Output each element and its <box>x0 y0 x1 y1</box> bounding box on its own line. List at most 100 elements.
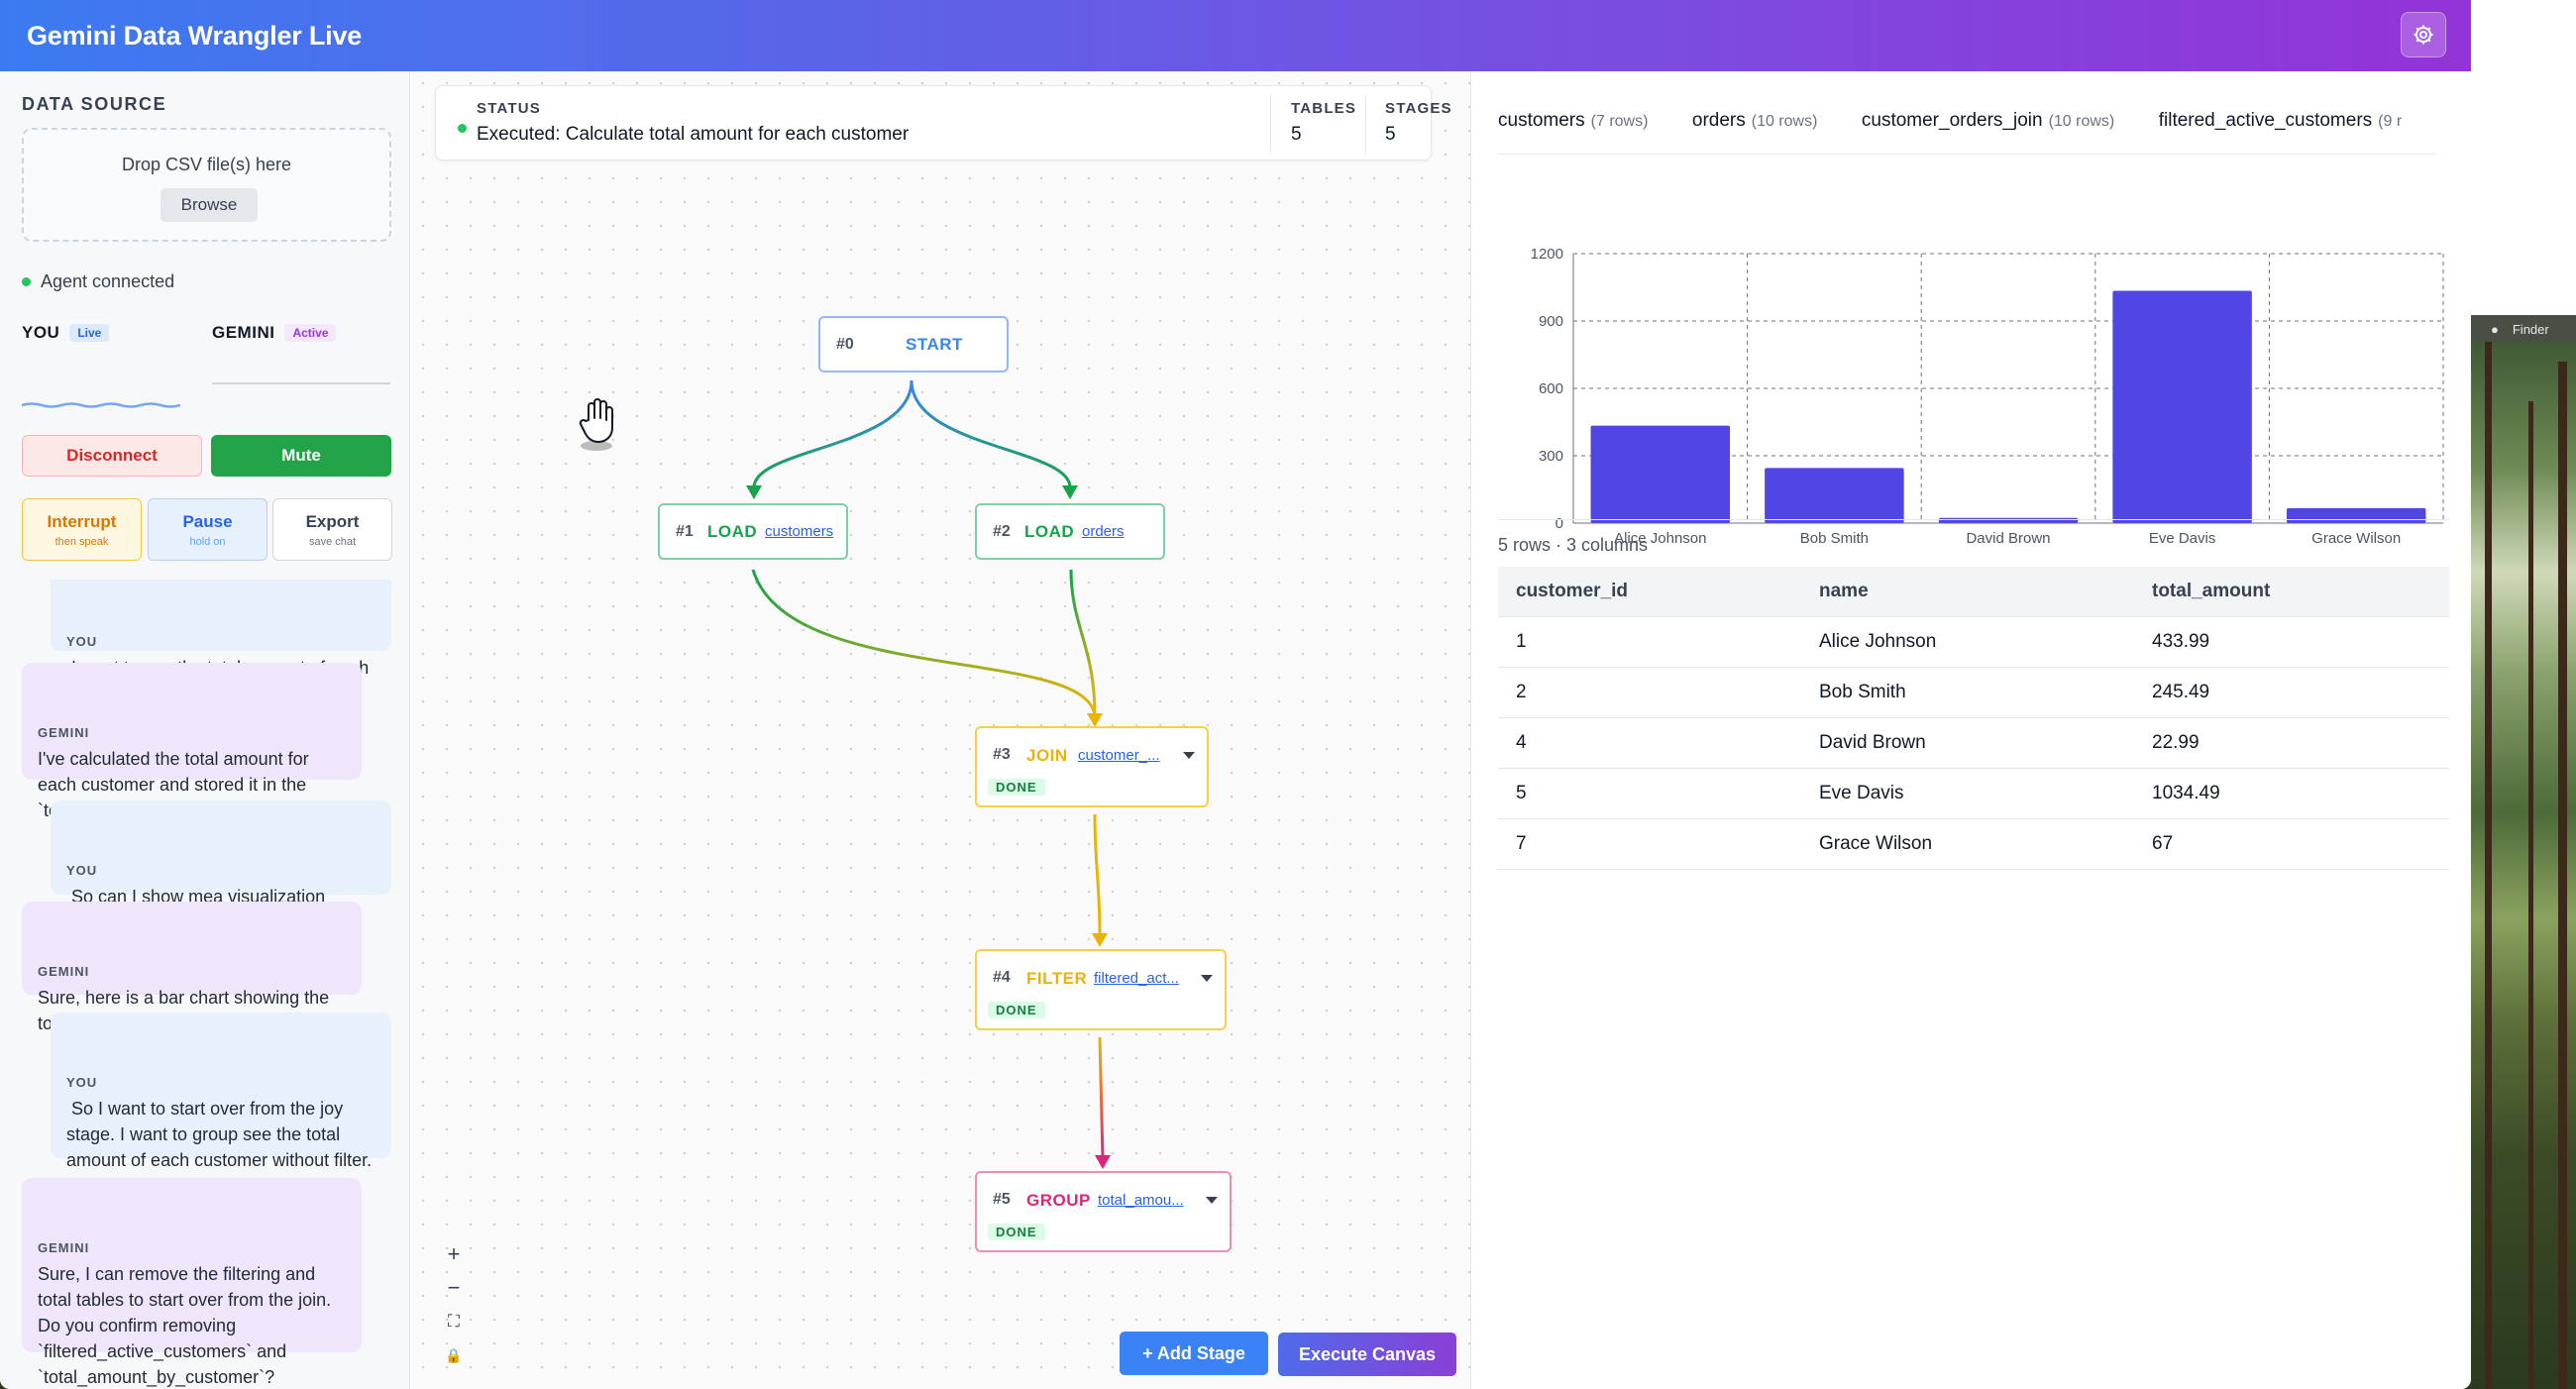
zoom-in-button[interactable]: + <box>447 1241 461 1266</box>
node-table-link[interactable]: total_amou... <box>1098 1192 1184 1209</box>
status-card: STATUS Executed: Calculate total amount … <box>435 85 1451 160</box>
fit-view-button[interactable]: ⛶ <box>448 1312 460 1331</box>
chat-transcript[interactable]: YOU I want to see the total amount of ea… <box>0 580 410 1389</box>
pipeline-canvas[interactable]: STATUS Executed: Calculate total amount … <box>411 71 1471 1389</box>
table-cell: 2 <box>1498 667 1801 718</box>
pipeline-node-filter[interactable]: #4 FILTER filtered_act... DONE <box>975 949 1227 1030</box>
sidebar: DATA SOURCE Drop CSV file(s) here Browse… <box>0 71 410 1389</box>
chart-bar[interactable] <box>2112 290 2252 523</box>
table-tabs: customers (7 rows) orders (10 rows) custom… <box>1498 103 2435 155</box>
table-cell: Alice Johnson <box>1801 616 2134 668</box>
dropzone-text: Drop CSV file(s) here <box>121 155 292 174</box>
tables-count: 5 <box>1291 124 1302 145</box>
node-number: #4 <box>993 969 1011 986</box>
app-window: Gemini Data Wrangler Live DATA SOURCE Dr… <box>0 0 2471 1389</box>
status-label: STATUS <box>477 100 541 117</box>
node-kind: LOAD <box>707 521 758 541</box>
x-tick-label: Grace Wilson <box>2311 530 2401 547</box>
csv-dropzone[interactable]: Drop CSV file(s) here Browse <box>22 128 391 242</box>
chevron-down-icon[interactable] <box>1201 975 1213 982</box>
chart-bar[interactable] <box>1765 468 1904 523</box>
chart-bar[interactable] <box>1590 425 1731 523</box>
table-row: 2 Bob Smith 245.49 <box>1498 667 2449 718</box>
table-cell: 1 <box>1498 616 1801 668</box>
gemini-audio-waveform <box>212 382 390 384</box>
interrupt-button[interactable]: Interrupt then speak <box>22 498 142 561</box>
tables-label: TABLES <box>1291 100 1357 117</box>
execute-canvas-button[interactable]: Execute Canvas <box>1278 1333 1456 1376</box>
gemini-label: GEMINI <box>212 323 275 342</box>
title-bar: Gemini Data Wrangler Live <box>0 0 2471 71</box>
chat-message-gemini: GEMINI I've calculated the total amount f… <box>22 663 362 820</box>
pause-sublabel: hold on <box>189 535 226 548</box>
column-header[interactable]: customer_id <box>1498 567 1801 617</box>
chevron-down-icon[interactable] <box>1183 752 1195 759</box>
apple-icon: ● <box>2491 321 2499 337</box>
mute-button[interactable]: Mute <box>211 435 391 477</box>
node-table-link[interactable]: customers <box>765 523 834 540</box>
export-button[interactable]: Export save chat <box>272 498 392 561</box>
forest-wallpaper <box>2471 342 2576 1389</box>
results-table: customer_id name total_amount 1 Alice Joh… <box>1498 567 2449 870</box>
edge-arrow <box>746 485 762 499</box>
table-cell: Eve Davis <box>1801 768 2134 819</box>
divider <box>1365 94 1366 154</box>
settings-button[interactable] <box>2401 12 2446 57</box>
tab-customers[interactable]: customers (7 rows) <box>1498 103 1648 132</box>
node-table-link[interactable]: orders <box>1082 523 1125 540</box>
y-tick-label: 300 <box>1539 448 1563 465</box>
node-number: #0 <box>836 335 854 353</box>
table-row: 5 Eve Davis 1034.49 <box>1498 768 2449 819</box>
disconnect-button[interactable]: Disconnect <box>22 435 202 477</box>
desktop-menu-bar: ● Finder <box>2471 315 2576 343</box>
status-badge: DONE <box>988 1224 1045 1240</box>
hand-cursor-icon <box>579 398 613 451</box>
pipeline-node-start[interactable]: #0 START <box>818 316 1009 373</box>
edge-load1-join <box>751 569 1097 716</box>
node-table-link[interactable]: customer_... <box>1078 747 1160 764</box>
y-tick-label: 0 <box>1556 515 1563 532</box>
app-title: Gemini Data Wrangler Live <box>27 20 363 51</box>
edge-arrow <box>1062 485 1078 499</box>
y-tick-label: 1200 <box>1531 246 1563 263</box>
pipeline-node-load-customers[interactable]: #1 LOAD customers <box>658 503 848 560</box>
pause-button[interactable]: Pause hold on <box>148 498 268 561</box>
interrupt-sublabel: then speak <box>54 535 109 548</box>
export-sublabel: save chat <box>308 535 357 548</box>
x-tick-label: Alice Johnson <box>1614 530 1706 547</box>
edge-arrow <box>1095 1155 1111 1169</box>
add-stage-button[interactable]: + Add Stage <box>1120 1332 1268 1375</box>
table-header-row: customer_id name total_amount <box>1498 567 2449 617</box>
chat-speaker: GEMINI <box>38 725 90 740</box>
tab-label: customers <box>1498 110 1585 131</box>
chevron-down-icon[interactable] <box>1206 1197 1218 1204</box>
data-source-heading: DATA SOURCE <box>22 94 167 114</box>
status-dot-icon <box>22 277 31 286</box>
agent-status-text: Agent connected <box>41 271 175 291</box>
pipeline-node-group[interactable]: #5 GROUP total_amou... DONE <box>975 1171 1232 1252</box>
tab-customer-orders-join[interactable]: customer_orders_join (10 rows) <box>1862 103 2114 132</box>
table-cell: Bob Smith <box>1801 667 2134 718</box>
chat-message-gemini: GEMINI Sure, I can remove the filtering a… <box>22 1178 362 1387</box>
node-table-link[interactable]: filtered_act... <box>1094 970 1179 987</box>
column-header[interactable]: total_amount <box>2134 567 2449 617</box>
chat-message-you: YOU So I want to start over from the joy… <box>51 1013 391 1170</box>
you-audio-waveform <box>22 402 180 408</box>
tab-orders[interactable]: orders (10 rows) <box>1692 103 1818 132</box>
browse-button[interactable]: Browse <box>161 188 258 222</box>
table-cell: 4 <box>1498 717 1801 769</box>
edge-start-load2 <box>910 379 1072 488</box>
zoom-out-button[interactable]: − <box>447 1275 461 1300</box>
pipeline-node-load-orders[interactable]: #2 LOAD orders <box>975 503 1165 560</box>
column-header[interactable]: name <box>1801 567 2134 617</box>
divider <box>1270 94 1271 154</box>
tab-label: filtered_active_customers <box>2158 110 2373 131</box>
finder-menu-label: Finder <box>2512 321 2549 337</box>
pause-label: Pause <box>182 511 233 531</box>
chat-message-gemini: GEMINI Sure, here is a bar chart showing … <box>22 902 362 1033</box>
pipeline-node-join[interactable]: #3 JOIN customer_... DONE <box>975 726 1209 807</box>
chart-bar[interactable] <box>2286 507 2426 523</box>
lock-button[interactable]: 🔒 <box>445 1346 463 1363</box>
tab-filtered-active-customers[interactable]: filtered_active_customers (9 r <box>2159 103 2402 132</box>
table-row: 1 Alice Johnson 433.99 <box>1498 616 2449 668</box>
